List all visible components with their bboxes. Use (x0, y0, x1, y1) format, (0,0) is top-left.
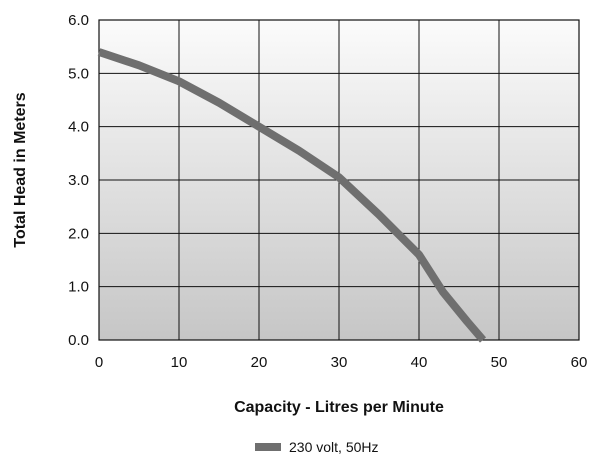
y-tick-label: 6.0 (68, 12, 89, 29)
legend-swatch (255, 443, 281, 451)
x-axis-title: Capacity - Litres per Minute (234, 399, 444, 416)
legend: 230 volt, 50Hz (255, 439, 379, 455)
legend-label: 230 volt, 50Hz (289, 439, 379, 455)
y-tick-label: 4.0 (68, 119, 89, 136)
series-line (97, 48, 487, 343)
x-tick-label: 0 (95, 354, 103, 371)
y-tick-label: 1.0 (68, 279, 89, 296)
y-axis-title: Total Head in Meters (12, 92, 29, 247)
series-layer (97, 48, 487, 343)
x-tick-label: 60 (571, 354, 588, 371)
x-tick-label: 30 (331, 354, 348, 371)
x-tick-labels: 0 10 20 30 40 50 60 (95, 354, 588, 371)
y-tick-labels: 0.0 1.0 2.0 3.0 4.0 5.0 6.0 (68, 12, 89, 349)
y-tick-label: 5.0 (68, 65, 89, 82)
y-tick-label: 2.0 (68, 225, 89, 242)
y-tick-label: 3.0 (68, 172, 89, 189)
x-tick-label: 50 (491, 354, 508, 371)
plot-border (98, 19, 580, 341)
x-tick-label: 40 (411, 354, 428, 371)
x-tick-label: 10 (171, 354, 188, 371)
y-tick-label: 0.0 (68, 332, 89, 349)
x-tick-label: 20 (251, 354, 268, 371)
